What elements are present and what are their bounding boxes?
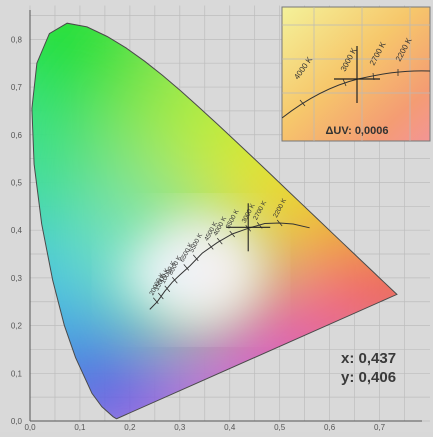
x-tick-labels: 0,0 0,1 0,2 0,3 0,4 0,5 0,6 0,7 <box>24 423 385 432</box>
x-tick-label: 0,7 <box>374 423 386 432</box>
x-tick-label: 0,1 <box>74 423 86 432</box>
delta-uv-readout: ΔUV: 0,0006 <box>326 125 389 137</box>
cct-tick <box>276 219 283 227</box>
y-tick-label: 0,3 <box>11 274 23 283</box>
cct-tick <box>216 237 223 245</box>
zoom-inset: 4000 K 3000 K 2700 K 2200 K ΔUV: 0,0006 <box>281 6 431 142</box>
cct-tick <box>164 285 171 293</box>
y-tick-label: 0,4 <box>11 226 23 235</box>
y-tick-label: 0,1 <box>11 369 23 378</box>
planckian-locus-group <box>149 222 310 310</box>
spectral-locus <box>31 22 398 420</box>
x-tick-label: 0,0 <box>24 423 36 432</box>
cct-tick <box>171 277 178 284</box>
y-tick-label: 0,5 <box>11 178 23 187</box>
y-tick-labels: 0,0 0,1 0,2 0,3 0,4 0,5 0,6 0,7 0,8 <box>11 35 23 426</box>
cct-tick <box>153 297 159 305</box>
cct-tick <box>183 264 190 271</box>
y-tick-label: 0,0 <box>11 417 23 426</box>
x-tick-label: 0,5 <box>274 423 286 432</box>
x-tick-label: 0,4 <box>224 423 236 432</box>
measurement-crosshair <box>226 203 271 252</box>
x-tick-label: 0,2 <box>124 423 136 432</box>
inset-background <box>281 6 431 142</box>
x-coordinate-readout: x: 0,437 <box>341 350 396 367</box>
x-tick-label: 0,3 <box>174 423 186 432</box>
planckian-locus <box>149 222 310 310</box>
cct-tick <box>192 254 199 262</box>
cct-tick <box>207 243 214 250</box>
x-tick-label: 0,6 <box>324 423 336 432</box>
y-tick-label: 0,2 <box>11 322 23 331</box>
cct-tick <box>229 230 236 238</box>
cct-tick <box>158 292 164 300</box>
inset-grid <box>282 7 430 141</box>
y-tick-label: 0,6 <box>11 131 23 140</box>
y-tick-label: 0,7 <box>11 83 23 92</box>
y-tick-label: 0,8 <box>11 35 23 44</box>
y-coordinate-readout: y: 0,406 <box>341 369 396 386</box>
